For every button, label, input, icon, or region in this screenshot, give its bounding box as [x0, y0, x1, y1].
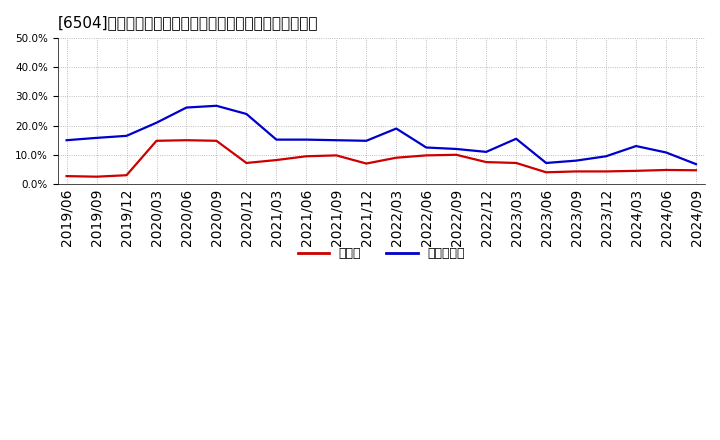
- Legend: 現預金, 有利子負債: 現預金, 有利子負債: [292, 242, 470, 265]
- Text: [6504]　現預金、有利子負債の総資産に対する比率の推移: [6504] 現預金、有利子負債の総資産に対する比率の推移: [58, 15, 318, 30]
